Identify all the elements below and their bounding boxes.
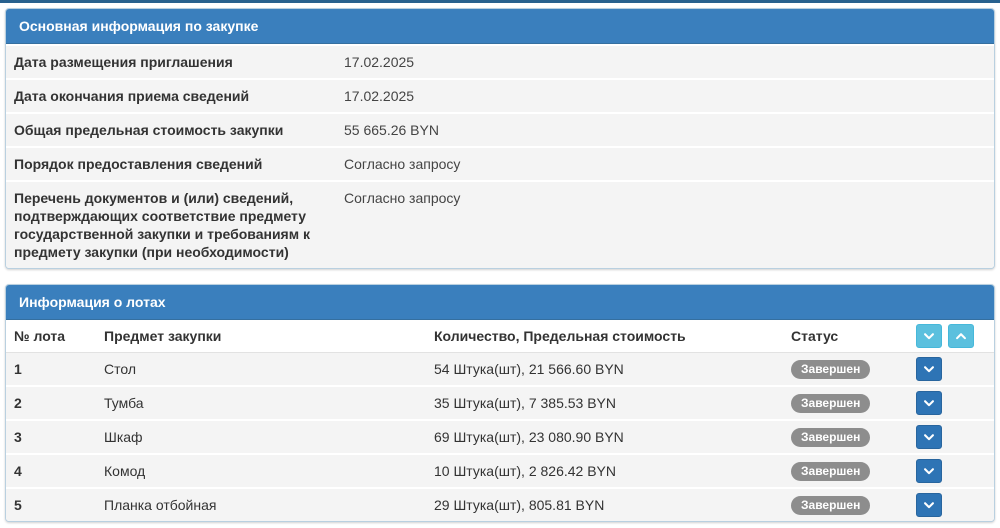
lots-panel: Информация о лотах № лота Предмет закупк… <box>5 284 995 522</box>
info-row-label: Общая предельная стоимость закупки <box>14 122 284 138</box>
info-row-value: Согласно запросу <box>344 190 461 206</box>
main-info-rows: Дата размещения приглашения 17.02.2025 Д… <box>6 44 994 268</box>
info-row-label: Перечень документов и (или) сведений, по… <box>14 190 310 260</box>
status-badge: Завершен <box>791 495 871 515</box>
lot-quantity-cost: 54 Штука(шт), 21 566.60 BYN <box>434 361 624 377</box>
status-badge: Завершен <box>791 461 871 481</box>
lot-actions-cell <box>914 459 984 483</box>
info-row: Дата размещения приглашения 17.02.2025 <box>6 44 994 78</box>
lots-table-body: 1 Стол 54 Штука(шт), 21 566.60 BYN Завер… <box>6 353 994 521</box>
info-row-value: 17.02.2025 <box>344 88 415 104</box>
lot-quantity-cost: 35 Штука(шт), 7 385.53 BYN <box>434 395 616 411</box>
lot-number: 4 <box>14 463 22 479</box>
lot-expand-button[interactable] <box>916 493 942 517</box>
lot-subject: Планка отбойная <box>104 497 217 513</box>
info-row-label: Порядок предоставления сведений <box>14 156 263 172</box>
chevron-down-icon <box>922 430 936 444</box>
lots-panel-title: Информация о лотах <box>6 285 994 320</box>
lot-subject: Шкаф <box>104 429 143 445</box>
info-row-value: 55 665.26 BYN <box>344 122 439 138</box>
column-header-subject: Предмет закупки <box>104 328 222 344</box>
chevron-up-icon <box>954 329 968 343</box>
info-row: Дата окончания приема сведений 17.02.202… <box>6 78 994 112</box>
lot-row: 5 Планка отбойная 29 Штука(шт), 805.81 B… <box>6 487 994 521</box>
lot-number: 2 <box>14 395 22 411</box>
lot-expand-button[interactable] <box>916 391 942 415</box>
lot-number: 3 <box>14 429 22 445</box>
column-header-status: Статус <box>791 328 839 344</box>
chevron-down-icon <box>922 498 936 512</box>
info-row-value: 17.02.2025 <box>344 54 415 70</box>
chevron-down-icon <box>922 329 936 343</box>
lot-quantity-cost: 29 Штука(шт), 805.81 BYN <box>434 497 605 513</box>
status-badge: Завершен <box>791 427 871 447</box>
lot-actions-cell <box>914 425 984 449</box>
expand-all-button[interactable] <box>948 324 974 348</box>
lot-row: 2 Тумба 35 Штука(шт), 7 385.53 BYN Завер… <box>6 385 994 419</box>
column-header-lot-number: № лота <box>14 328 66 344</box>
info-row-label: Дата размещения приглашения <box>14 54 233 70</box>
lot-number: 1 <box>14 361 22 377</box>
status-badge: Завершен <box>791 393 871 413</box>
main-info-panel: Основная информация по закупке Дата разм… <box>5 8 995 269</box>
lot-row: 3 Шкаф 69 Штука(шт), 23 080.90 BYN Завер… <box>6 419 994 453</box>
procurement-page: Основная информация по закупке Дата разм… <box>0 3 1000 528</box>
lot-subject: Комод <box>104 463 146 479</box>
lot-status-cell: Завершен <box>791 427 914 447</box>
chevron-down-icon <box>922 396 936 410</box>
info-row: Общая предельная стоимость закупки 55 66… <box>6 112 994 146</box>
lot-status-cell: Завершен <box>791 359 914 379</box>
lot-status-cell: Завершен <box>791 461 914 481</box>
lot-quantity-cost: 10 Штука(шт), 2 826.42 BYN <box>434 463 616 479</box>
lot-status-cell: Завершен <box>791 495 914 515</box>
lot-expand-button[interactable] <box>916 425 942 449</box>
lot-expand-button[interactable] <box>916 357 942 381</box>
lots-sort-controls <box>914 324 984 348</box>
status-badge: Завершен <box>791 359 871 379</box>
lot-actions-cell <box>914 493 984 517</box>
lot-subject: Стол <box>104 361 137 377</box>
collapse-all-button[interactable] <box>916 324 942 348</box>
lot-number: 5 <box>14 497 22 513</box>
lot-row: 1 Стол 54 Штука(шт), 21 566.60 BYN Завер… <box>6 353 994 385</box>
lot-row: 4 Комод 10 Штука(шт), 2 826.42 BYN Завер… <box>6 453 994 487</box>
main-info-panel-title: Основная информация по закупке <box>6 9 994 44</box>
lot-quantity-cost: 69 Штука(шт), 23 080.90 BYN <box>434 429 624 445</box>
lot-actions-cell <box>914 357 984 381</box>
info-row-value: Согласно запросу <box>344 156 461 172</box>
lot-status-cell: Завершен <box>791 393 914 413</box>
lot-subject: Тумба <box>104 395 144 411</box>
info-row: Перечень документов и (или) сведений, по… <box>6 180 994 268</box>
lot-expand-button[interactable] <box>916 459 942 483</box>
info-row: Порядок предоставления сведений Согласно… <box>6 146 994 180</box>
top-divider <box>0 0 1000 3</box>
lots-table-header: № лота Предмет закупки Количество, Преде… <box>6 320 994 353</box>
column-header-quantity: Количество, Предельная стоимость <box>434 328 686 344</box>
info-row-label: Дата окончания приема сведений <box>14 88 250 104</box>
chevron-down-icon <box>922 362 936 376</box>
lot-actions-cell <box>914 391 984 415</box>
chevron-down-icon <box>922 464 936 478</box>
